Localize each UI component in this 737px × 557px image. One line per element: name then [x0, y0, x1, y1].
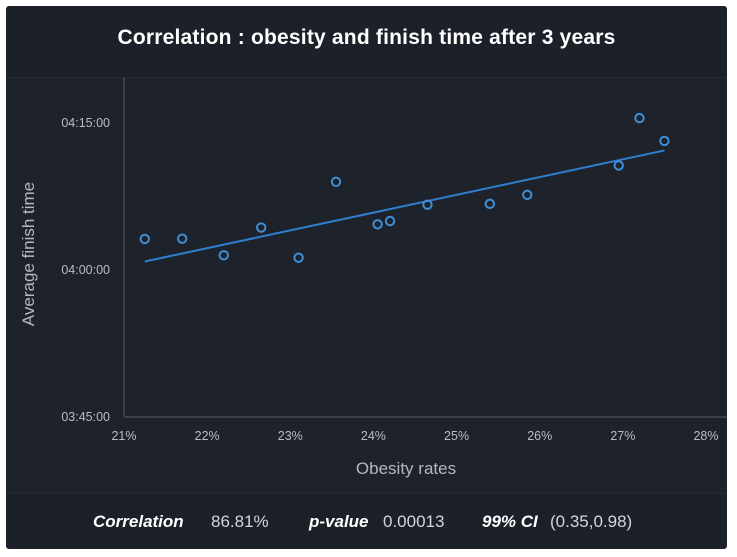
data-point [330, 176, 342, 188]
y-tick-label: 04:00:00 [61, 263, 110, 277]
correlation-value: 86.81% [211, 512, 269, 531]
x-tick-labels: 21% 22% 23% 24% 25% 26% 27% 28% [111, 429, 718, 443]
x-tick-label: 28% [693, 429, 718, 443]
data-point [218, 250, 229, 261]
x-tick-label: 24% [361, 429, 386, 443]
ci-label: 99% CI [482, 512, 538, 531]
x-tick-label: 27% [610, 429, 635, 443]
data-point [422, 199, 433, 210]
data-point [522, 189, 533, 201]
x-tick-label: 26% [527, 429, 552, 443]
data-point [372, 219, 383, 230]
data-point [634, 112, 645, 124]
y-axis-label: Average finish time [19, 182, 38, 326]
title-divider [6, 77, 727, 78]
y-tick-label: 03:45:00 [61, 410, 110, 424]
x-tick-label: 25% [444, 429, 469, 443]
x-axis-label: Obesity rates [356, 459, 456, 478]
x-tick-label: 23% [278, 429, 303, 443]
trend-line [144, 149, 665, 263]
ci-value: (0.35,0.98) [550, 512, 633, 531]
y-tick-label: 04:15:00 [61, 116, 110, 130]
data-point [384, 215, 396, 227]
chart-title: Correlation : obesity and finish time af… [117, 26, 616, 49]
pvalue-label: p-value [309, 512, 369, 531]
data-point [177, 233, 188, 244]
data-point [255, 222, 267, 233]
x-tick-label: 21% [111, 429, 136, 443]
data-point [293, 252, 304, 263]
stats-divider [6, 493, 727, 494]
scatter-plot: 21% 22% 23% 24% 25% 26% 27% 28% 03:45:00 04:00:0… [19, 78, 727, 478]
data-point [139, 233, 150, 245]
data-point [613, 160, 624, 171]
stats-bar: Correlation 86.81% p-value 0.00013 99% C… [6, 512, 727, 536]
y-tick-labels: 03:45:00 04:00:00 04:15:00 [61, 116, 110, 424]
pvalue-value: 0.00013 [383, 512, 445, 531]
data-points [139, 112, 670, 263]
x-tick-label: 22% [195, 429, 220, 443]
chart-panel: Correlation : obesity and finish time af… [6, 6, 727, 549]
data-point [659, 135, 670, 147]
chart-area: 21% 22% 23% 24% 25% 26% 27% 28% 03:45:00 04:00:0… [6, 78, 727, 493]
data-point [484, 198, 496, 210]
correlation-label: Correlation [93, 512, 184, 531]
